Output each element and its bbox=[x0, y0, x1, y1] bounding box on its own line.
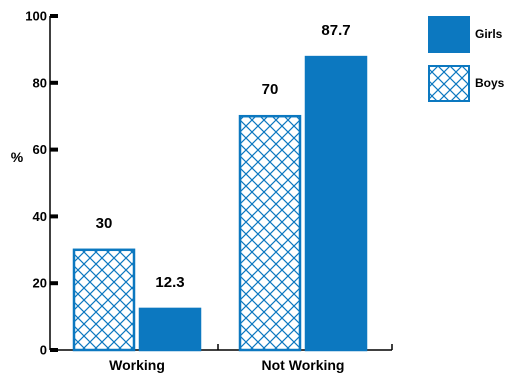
bar-boys-not-working bbox=[238, 114, 302, 352]
data-label: 12.3 bbox=[155, 274, 184, 291]
data-label: 30 bbox=[96, 215, 113, 232]
legend-label-boys: Boys bbox=[475, 76, 505, 90]
labels: 30 12.3 Working 70 87.7 Not Working bbox=[96, 22, 351, 373]
legend-swatch-boys bbox=[428, 65, 470, 102]
data-label: 70 bbox=[262, 81, 279, 98]
bar-boys-working bbox=[72, 248, 136, 352]
legend: Girls Boys bbox=[428, 16, 505, 102]
legend-label-girls: Girls bbox=[475, 27, 503, 41]
bar-girls-working bbox=[138, 307, 202, 352]
y-tick-label: 100 bbox=[25, 9, 47, 24]
y-tick-label: 0 bbox=[40, 343, 47, 358]
bar-girls-not-working bbox=[304, 55, 368, 352]
data-label: 87.7 bbox=[321, 22, 350, 39]
category-label: Not Working bbox=[262, 357, 345, 373]
y-tick-label: 20 bbox=[33, 276, 47, 291]
y-tick-label: 60 bbox=[33, 142, 47, 157]
y-tick-label: 40 bbox=[33, 209, 47, 224]
category-label: Working bbox=[109, 357, 165, 373]
y-tick-label: 80 bbox=[33, 75, 47, 90]
bars bbox=[72, 55, 368, 352]
y-axis-label: % bbox=[11, 149, 24, 165]
legend-swatch-girls bbox=[428, 16, 470, 53]
